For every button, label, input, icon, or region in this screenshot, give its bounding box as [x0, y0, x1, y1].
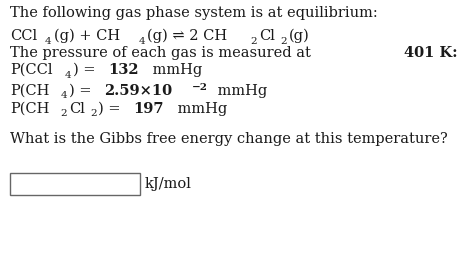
Text: Cl: Cl	[259, 29, 275, 43]
Text: 4: 4	[45, 37, 51, 46]
Text: mmHg: mmHg	[213, 84, 267, 98]
Text: 4: 4	[65, 70, 71, 80]
Text: 2: 2	[279, 37, 286, 46]
Text: 401 K:: 401 K:	[403, 46, 457, 60]
Text: 2: 2	[90, 109, 96, 118]
Text: 197: 197	[133, 102, 163, 116]
Text: 2: 2	[250, 37, 257, 46]
Text: 4: 4	[61, 91, 67, 100]
Text: CCl: CCl	[10, 29, 37, 43]
Text: P(CH: P(CH	[10, 84, 49, 98]
Text: kJ/mol: kJ/mol	[144, 177, 192, 191]
Text: 2.59×10: 2.59×10	[104, 84, 172, 98]
Text: P(CCl: P(CCl	[10, 63, 52, 77]
Text: What is the Gibbs free energy change at this temperature?: What is the Gibbs free energy change at …	[10, 132, 447, 146]
Text: (g): (g)	[288, 29, 308, 43]
Text: 2: 2	[61, 109, 67, 118]
Text: mmHg: mmHg	[148, 63, 202, 77]
Text: 132: 132	[108, 63, 139, 77]
Text: The following gas phase system is at equilibrium:: The following gas phase system is at equ…	[10, 6, 377, 20]
Text: 4: 4	[138, 37, 145, 46]
Text: P(CH: P(CH	[10, 102, 49, 116]
Text: mmHg: mmHg	[172, 102, 226, 116]
Text: The pressure of each gas is measured at: The pressure of each gas is measured at	[10, 46, 315, 60]
Bar	[10, 173, 140, 195]
Text: −2: −2	[192, 83, 208, 92]
Text: ) =: ) =	[73, 63, 100, 77]
Text: (g) + CH: (g) + CH	[53, 29, 119, 43]
Text: (g) ⇌ 2 CH: (g) ⇌ 2 CH	[147, 29, 227, 43]
Text: Cl: Cl	[69, 102, 85, 116]
Text: ) =: ) =	[98, 102, 125, 116]
Text: ) =: ) =	[69, 84, 96, 98]
